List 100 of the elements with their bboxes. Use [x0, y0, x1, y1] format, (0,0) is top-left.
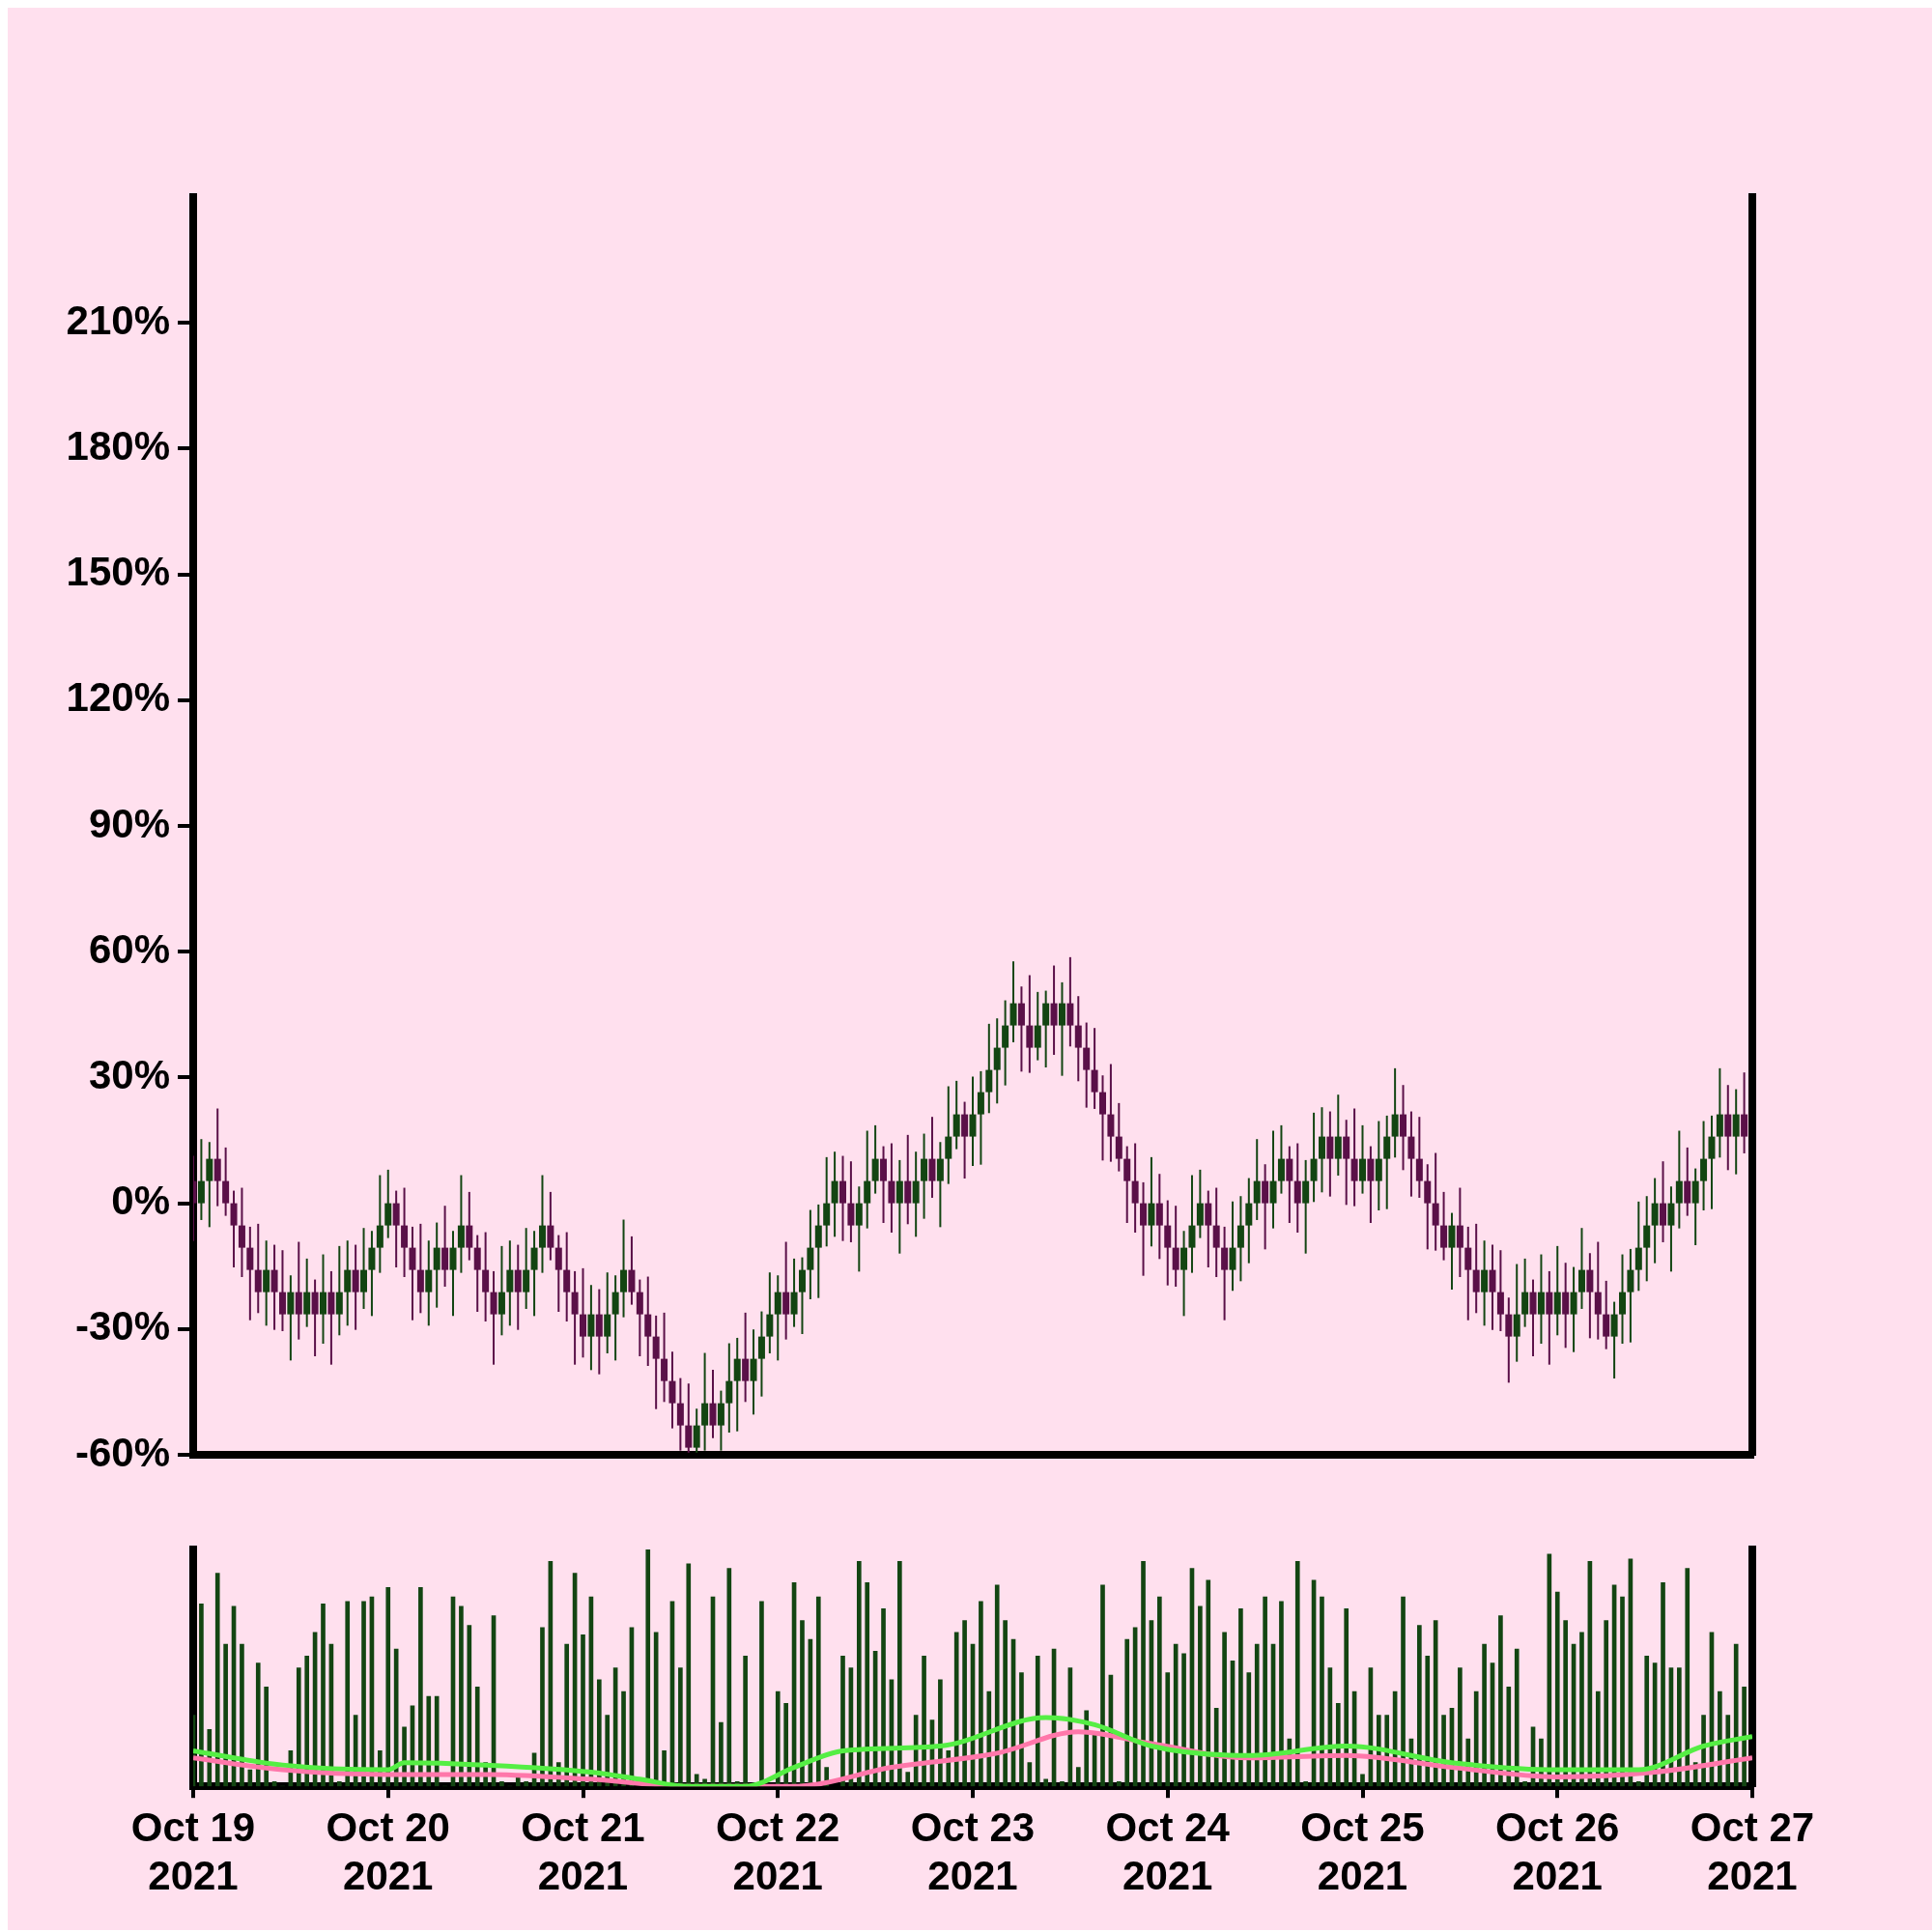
candlestick — [563, 1231, 571, 1322]
candlestick — [482, 1231, 490, 1322]
candlestick — [197, 1138, 205, 1221]
candlestick — [652, 1314, 660, 1410]
candlestick — [676, 1377, 684, 1452]
candlestick — [1318, 1106, 1325, 1194]
bar — [214, 1573, 220, 1787]
candlestick — [1229, 1200, 1236, 1293]
bar — [1035, 1656, 1040, 1787]
bar — [1124, 1638, 1130, 1787]
candlestick — [335, 1244, 343, 1337]
bar — [1279, 1601, 1284, 1787]
candlestick — [1172, 1205, 1179, 1288]
candlestick — [571, 1269, 579, 1366]
bar — [1401, 1596, 1406, 1787]
candlestick — [1050, 964, 1058, 1056]
candlestick — [320, 1253, 327, 1345]
y-tick-label: 90% — [88, 800, 170, 846]
bar — [474, 1686, 480, 1787]
candlestick — [457, 1174, 465, 1274]
candlestick — [416, 1222, 424, 1315]
bar — [255, 1662, 261, 1787]
x-tick-label: Oct 19 2021 — [130, 1804, 256, 1899]
candlestick — [466, 1190, 473, 1262]
candlestick — [1577, 1227, 1585, 1310]
bar — [1563, 1620, 1568, 1787]
candlestick — [912, 1151, 920, 1238]
bar — [1360, 1774, 1365, 1787]
y-tick-label: 30% — [88, 1051, 170, 1097]
y-tick-label: 210% — [66, 297, 170, 343]
candlestick — [1684, 1146, 1691, 1217]
bar — [1043, 1778, 1048, 1787]
bar — [240, 1643, 244, 1787]
candlestick — [1724, 1084, 1732, 1172]
bar — [1644, 1656, 1650, 1787]
candlestick — [295, 1240, 302, 1341]
bar — [564, 1643, 570, 1787]
candlestick — [880, 1145, 888, 1224]
candlestick — [1667, 1185, 1675, 1273]
candlestick — [611, 1274, 619, 1362]
candlestick — [1350, 1107, 1358, 1208]
candlestick — [839, 1154, 846, 1242]
bar — [1685, 1568, 1690, 1787]
x-tick-label: Oct 21 2021 — [521, 1804, 645, 1899]
bar — [1181, 1653, 1186, 1787]
candlestick — [246, 1225, 254, 1321]
candlestick — [222, 1146, 230, 1217]
candlestick — [1164, 1199, 1172, 1287]
candlestick — [985, 1022, 993, 1115]
candlestick — [750, 1328, 757, 1416]
bar — [1522, 1780, 1527, 1787]
bar — [856, 1560, 862, 1787]
candlestick — [1505, 1296, 1513, 1384]
candlestick — [1115, 1101, 1122, 1173]
candlestick — [1521, 1257, 1529, 1328]
candlestick — [1212, 1186, 1220, 1278]
candlestick — [1180, 1230, 1188, 1318]
candlestick — [587, 1284, 595, 1372]
candlestick — [709, 1368, 717, 1439]
candlestick — [1383, 1114, 1391, 1210]
candlestick — [1334, 1094, 1342, 1177]
candlestick — [425, 1239, 433, 1327]
bar — [962, 1620, 967, 1787]
x-tick-label: Oct 25 2021 — [1300, 1804, 1425, 1899]
bar — [922, 1656, 926, 1787]
candlestick — [1091, 1027, 1098, 1110]
candlestick — [1221, 1225, 1229, 1321]
bar — [1506, 1686, 1512, 1787]
candlestick — [1367, 1145, 1375, 1224]
candlestick — [823, 1155, 831, 1248]
candlestick — [1099, 1074, 1106, 1162]
candlestick — [1513, 1263, 1520, 1363]
candlestick — [725, 1342, 733, 1434]
bar — [840, 1656, 845, 1787]
bar — [1238, 1607, 1243, 1787]
candlestick — [1034, 990, 1041, 1062]
bar — [524, 1780, 528, 1787]
candlestick — [1651, 1177, 1659, 1264]
candlestick — [1708, 1114, 1716, 1210]
candlestick — [1594, 1240, 1602, 1341]
candlestick — [238, 1186, 245, 1278]
candlestick — [1424, 1163, 1432, 1251]
candlestick — [213, 1107, 221, 1208]
bar — [905, 1772, 911, 1787]
candlestick — [1553, 1244, 1561, 1337]
bar — [1425, 1656, 1431, 1787]
candlestick — [921, 1132, 928, 1220]
candlestick — [969, 1075, 977, 1167]
candlestick — [1448, 1211, 1456, 1291]
candlestick — [1066, 955, 1074, 1048]
candlestick — [685, 1382, 693, 1454]
bar — [596, 1679, 602, 1787]
candlestick — [538, 1174, 546, 1274]
candlestick — [644, 1275, 652, 1367]
candlestick — [1732, 1088, 1740, 1176]
bar — [1473, 1690, 1479, 1787]
bar — [1554, 1591, 1560, 1787]
candlestick — [742, 1311, 750, 1404]
candlestick — [895, 1158, 903, 1255]
candlestick — [888, 1142, 895, 1234]
